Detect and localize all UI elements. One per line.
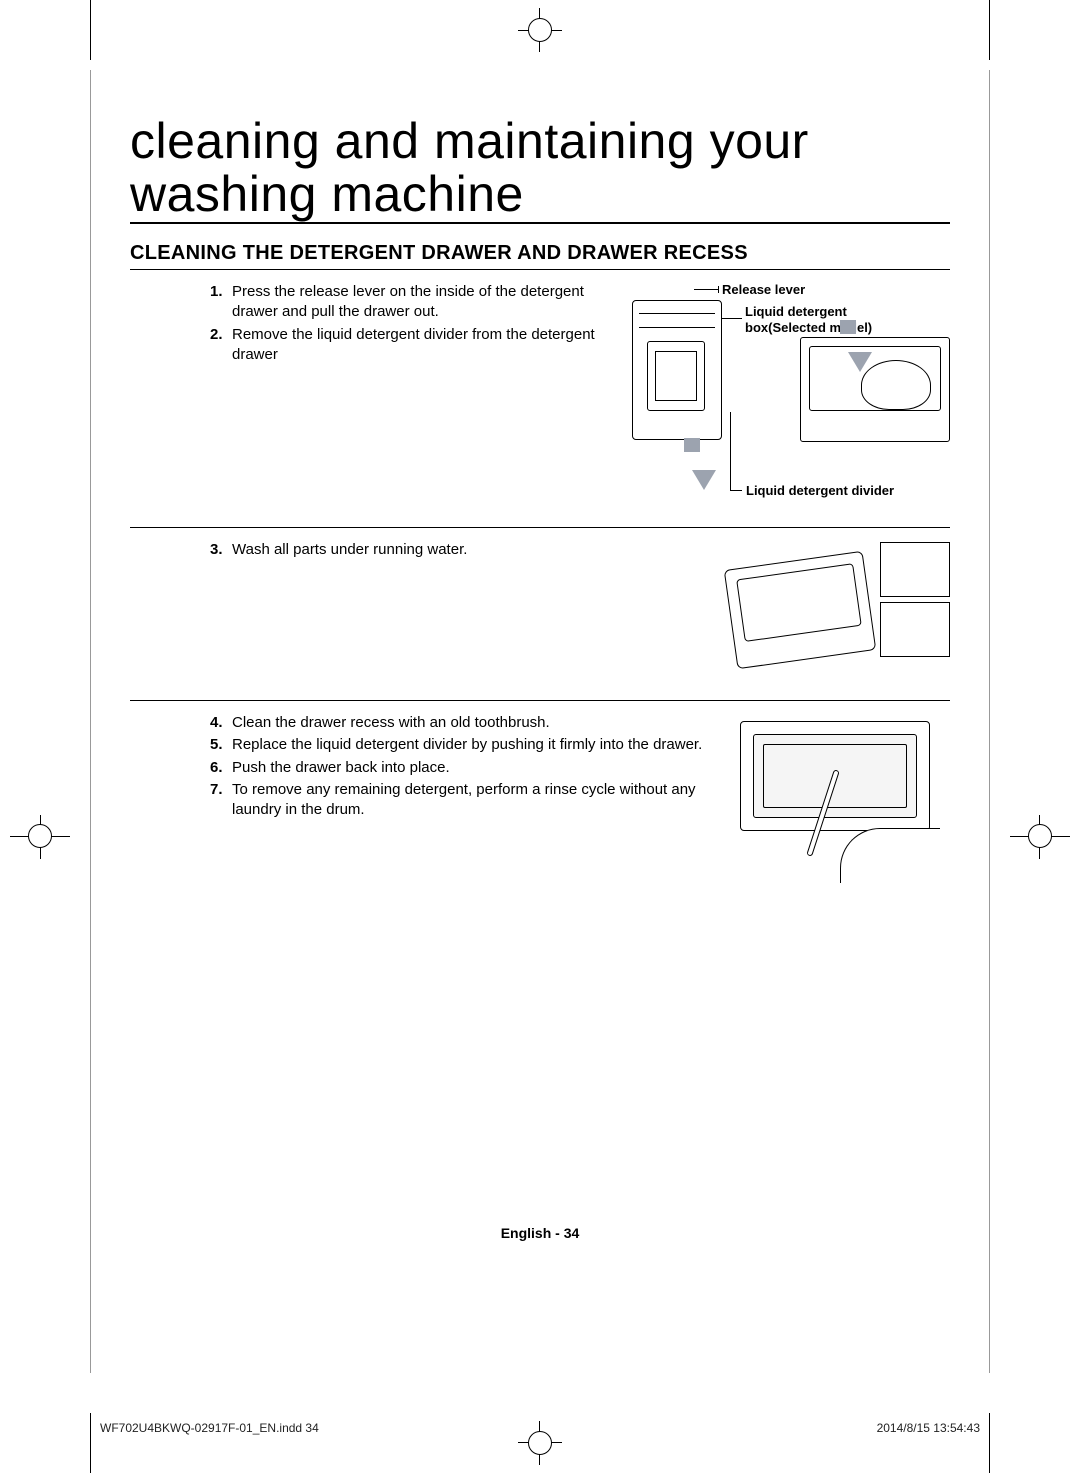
page-footer: English - 34 [0,1225,1080,1241]
section-heading: CLEANING THE DETERGENT DRAWER AND DRAWER… [130,242,950,270]
footer-filename: WF702U4BKWQ-02917F-01_EN.indd 34 [100,1421,319,1435]
step-item: 2.Remove the liquid detergent divider fr… [210,325,622,366]
section-2: 3.Wash all parts under running water. [130,540,950,701]
step-item: 1.Press the release lever on the inside … [210,282,622,323]
illustration-clean-recess [740,713,950,878]
step-item: 6.Push the drawer back into place. [210,758,730,778]
illustration-drawer-remove: Release lever Liquid detergent box(Selec… [632,282,950,517]
label-liquid-box: Liquid detergent [745,304,847,319]
label-release-lever: Release lever [722,282,805,297]
section-3: 4.Clean the drawer recess with an old to… [130,713,950,888]
step-item: 3.Wash all parts under running water. [210,540,720,560]
page-content: cleaning and maintaining your washing ma… [130,115,950,900]
label-liquid-divider: Liquid detergent divider [746,483,894,498]
step-item: 5.Replace the liquid detergent divider b… [210,735,730,755]
illustration-wash-parts [730,540,950,690]
step-item: 4.Clean the drawer recess with an old to… [210,713,730,733]
page-title: cleaning and maintaining your washing ma… [130,115,950,224]
section-1: 1.Press the release lever on the inside … [130,282,950,528]
step-item: 7.To remove any remaining detergent, per… [210,780,730,821]
footer-timestamp: 2014/8/15 13:54:43 [877,1421,980,1435]
